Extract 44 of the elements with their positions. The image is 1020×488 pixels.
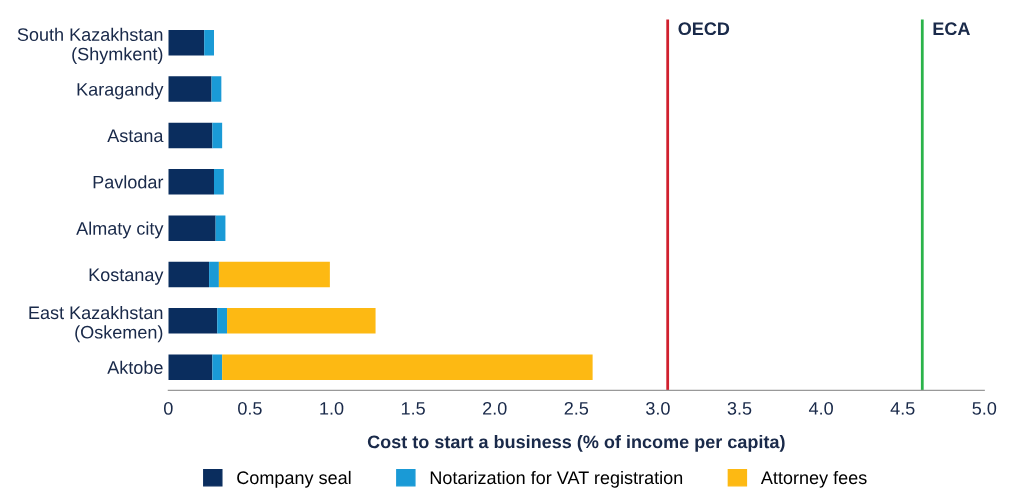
x-tick-label: 5.0	[972, 401, 997, 415]
bar	[218, 261, 330, 288]
ref-line-label: ECA	[933, 22, 970, 36]
x-tick-label: 1.5	[401, 402, 425, 415]
bar	[204, 29, 214, 56]
x-tick-label: 3.0	[646, 401, 670, 415]
ref-line-label: OECD	[678, 22, 730, 36]
bar	[168, 354, 213, 380]
y-tick-label: Pavlodar	[93, 175, 164, 189]
x-tick-label: 0.5	[238, 401, 262, 415]
bar	[168, 261, 210, 288]
bar	[168, 215, 216, 241]
x-tick-label: 0	[163, 401, 173, 415]
bar	[168, 122, 213, 149]
bar	[214, 169, 224, 195]
y-tick-label: South Kazakhstan (Shymkent)	[17, 27, 163, 65]
y-tick-label: Astana	[107, 129, 164, 143]
y-tick-label: East Kazakhstan (Oskemen)	[29, 305, 163, 343]
y-tick-label: Almaty city	[76, 221, 164, 239]
x-tick-label: 2.0	[483, 401, 507, 415]
legend-label: Notarization for VAT registration	[430, 470, 683, 488]
bar	[212, 354, 223, 380]
bar	[227, 308, 376, 334]
bar	[215, 215, 226, 241]
bar	[217, 308, 228, 334]
y-tick-label: Aktobe	[107, 360, 163, 374]
y-tick-label: Kostanay	[89, 268, 164, 285]
bar	[211, 76, 222, 102]
bar	[209, 261, 219, 288]
y-tick-label: Karagandy	[77, 82, 164, 100]
bar	[212, 122, 223, 149]
x-tick-label: 4.5	[890, 402, 915, 415]
x-tick-label: 1.0	[320, 401, 344, 415]
x-axis-title: Cost to start a business (% of income per capita)	[367, 435, 785, 452]
x-tick-label: 3.5	[727, 401, 752, 415]
bar	[168, 29, 205, 56]
legend-label: Attorney fees	[760, 470, 867, 488]
x-tick-label: 4.0	[808, 401, 833, 415]
bar	[222, 354, 593, 380]
legend-label: Company seal	[237, 470, 351, 488]
bar	[168, 76, 212, 102]
bar	[168, 308, 218, 334]
bar	[168, 169, 214, 195]
x-tick-label: 2.5	[564, 401, 589, 415]
